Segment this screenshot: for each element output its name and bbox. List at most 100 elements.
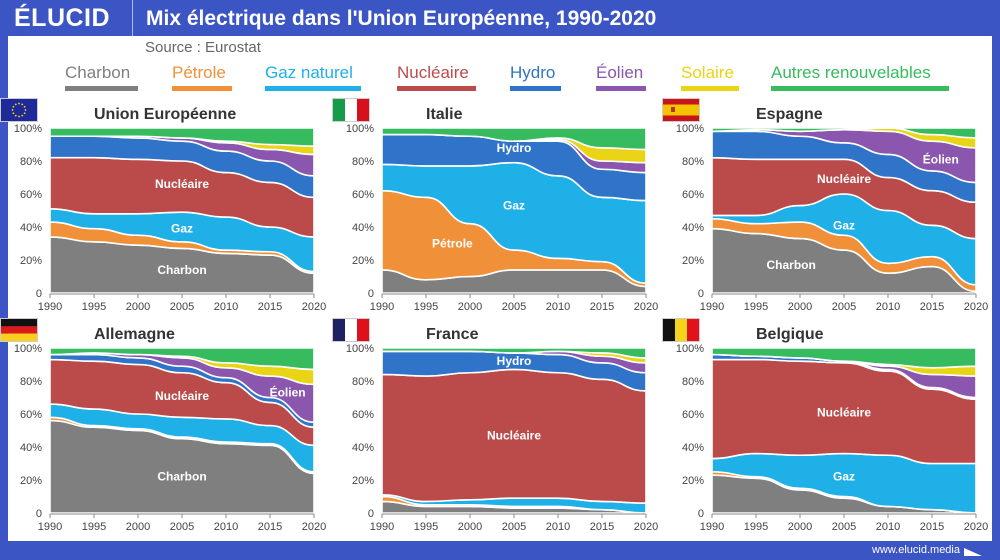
x-tick-label: 1990 [700, 521, 724, 533]
y-tick-label: 80% [352, 376, 374, 388]
flag-de-icon [0, 318, 38, 342]
area-autres [381, 127, 647, 151]
area-annotation: Nucléaire [817, 172, 871, 186]
x-tick-label: 2015 [920, 301, 944, 313]
legend-label: Charbon [65, 63, 131, 82]
y-tick-label: 60% [352, 189, 374, 201]
x-tick-label: 2020 [302, 521, 326, 533]
legend-swatch [681, 86, 739, 91]
flag-fr-icon [332, 318, 370, 342]
x-tick-label: 2000 [458, 521, 482, 533]
x-tick-label: 2000 [788, 301, 812, 313]
legend-label: Gaz naturel [265, 63, 353, 82]
x-tick-label: 2010 [214, 521, 238, 533]
legend-item-hydro: Hydro [510, 63, 561, 91]
legend-item-eolien: Éolien [596, 63, 646, 91]
chart-title: Belgique [756, 326, 824, 343]
y-tick-label: 100% [14, 343, 42, 355]
legend-label: Pétrole [172, 63, 226, 82]
y-tick-label: 40% [682, 442, 704, 454]
area-annotation: Éolien [923, 151, 959, 166]
y-tick-label: 60% [20, 409, 42, 421]
chart-title: France [426, 326, 479, 343]
x-tick-label: 2010 [214, 301, 238, 313]
footer-url[interactable]: www.elucid.media [871, 544, 960, 556]
legend-item-gaz: Gaz naturel [265, 63, 361, 91]
area-annotation: Gaz [833, 470, 855, 484]
x-tick-label: 2015 [590, 301, 614, 313]
y-tick-label: 80% [20, 156, 42, 168]
legend-item-charbon: Charbon [65, 63, 138, 91]
legend-swatch [397, 86, 476, 91]
elucid-logo[interactable]: ÉLUCID [14, 4, 111, 32]
y-tick-label: 20% [682, 255, 704, 267]
y-tick-label: 80% [682, 376, 704, 388]
y-tick-label: 60% [352, 409, 374, 421]
area-autres [49, 127, 315, 147]
chart-svg: 0 20% 40% 60% 80% 100% 1990 1995 2000 2005 2010 201… [346, 343, 658, 533]
chart-svg: 0 20% 40% 60% 80% 100% 1990 1995 2000 2005 2010 201… [14, 343, 326, 533]
x-tick-label: 2005 [832, 521, 856, 533]
legend-item-autres: Autres renouvelables [771, 63, 949, 91]
x-tick-label: 2005 [502, 521, 526, 533]
x-tick-label: 2015 [590, 521, 614, 533]
y-tick-label: 60% [20, 189, 42, 201]
area-annotation: Nucléaire [817, 405, 871, 419]
flag-it-icon [332, 98, 370, 122]
area-annotation: Charbon [157, 263, 206, 277]
y-tick-label: 0 [698, 508, 704, 520]
x-tick-label: 1995 [414, 521, 438, 533]
x-tick-label: 2000 [788, 521, 812, 533]
x-tick-label: 1995 [82, 521, 106, 533]
y-tick-label: 20% [352, 255, 374, 267]
x-tick-label: 1990 [38, 521, 62, 533]
x-tick-label: 2020 [634, 301, 658, 313]
chart-be: 0 20% 40% 60% 80% 100% 1990 1995 2000 2005 2010 201… [662, 318, 992, 538]
chart-title: Union Européenne [94, 106, 237, 123]
x-tick-label: 1995 [744, 521, 768, 533]
legend-swatch [172, 86, 232, 91]
x-tick-label: 1990 [370, 521, 394, 533]
legend-label: Hydro [510, 63, 556, 82]
x-tick-label: 2000 [458, 301, 482, 313]
chart-svg: 0 20% 40% 60% 80% 100% 1990 1995 2000 2005 2010 201… [14, 123, 326, 313]
y-tick-label: 60% [682, 409, 704, 421]
legend-item-solaire: Solaire [681, 63, 739, 91]
area-annotation: Nucléaire [487, 428, 541, 442]
x-tick-label: 2000 [126, 521, 150, 533]
legend-swatch [771, 86, 949, 91]
y-tick-label: 100% [346, 343, 374, 355]
chart-es: 0 20% 40% 60% 80% 100% 1990 1995 2000 2005 2010 201… [662, 98, 992, 318]
x-tick-label: 2020 [964, 521, 988, 533]
area-annotation: Hydro [497, 141, 532, 155]
y-tick-label: 60% [682, 189, 704, 201]
x-tick-label: 2005 [502, 301, 526, 313]
y-tick-label: 100% [676, 123, 704, 135]
area-annotation: Hydro [497, 354, 532, 368]
header-bar: ÉLUCID Mix électrique dans l'Union Europ… [0, 0, 1000, 36]
legend-swatch [65, 86, 138, 91]
y-tick-label: 20% [352, 475, 374, 487]
chart-title: Allemagne [94, 326, 175, 343]
y-tick-label: 0 [698, 288, 704, 300]
x-tick-label: 1990 [700, 301, 724, 313]
legend-swatch [596, 86, 646, 91]
area-annotation: Charbon [157, 470, 206, 484]
chart-title: Espagne [756, 106, 823, 123]
y-tick-label: 20% [20, 255, 42, 267]
y-tick-label: 40% [682, 222, 704, 234]
area-autres [711, 347, 977, 369]
chart-svg: 0 20% 40% 60% 80% 100% 1990 1995 2000 2005 2010 201… [676, 343, 988, 533]
chart-svg: 0 20% 40% 60% 80% 100% 1990 1995 2000 2005 2010 201… [346, 123, 658, 313]
y-tick-label: 0 [36, 288, 42, 300]
area-autres [49, 347, 315, 371]
y-tick-label: 40% [352, 222, 374, 234]
area-autres [711, 127, 977, 139]
legend-item-petrole: Pétrole [172, 63, 232, 91]
area-annotation: Nucléaire [155, 177, 209, 191]
flag-es-icon [662, 98, 700, 122]
y-tick-label: 80% [20, 376, 42, 388]
x-tick-label: 2020 [634, 521, 658, 533]
legend-item-nucleaire: Nucléaire [397, 63, 476, 91]
legend-swatch [510, 86, 561, 91]
